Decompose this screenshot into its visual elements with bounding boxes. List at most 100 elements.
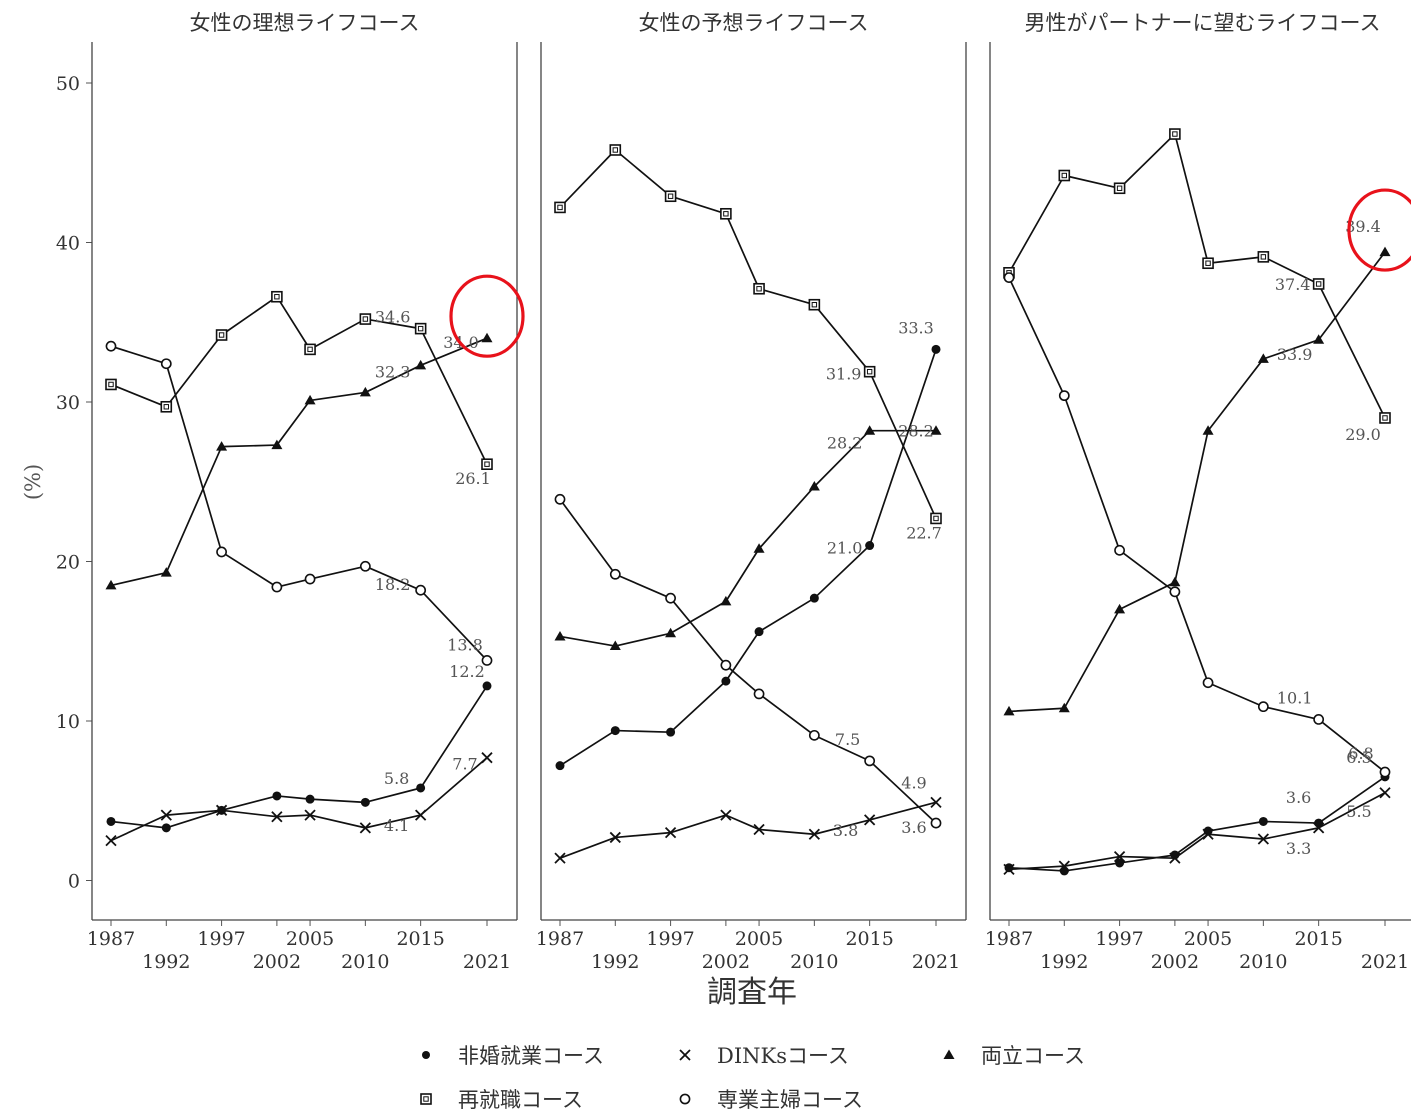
data-point-hikon — [305, 794, 315, 804]
data-point-dinks — [215, 804, 228, 816]
x-tick-label: 1992 — [1040, 951, 1088, 973]
data-point-dinks-b — [1003, 863, 1015, 875]
data-point-dinks — [271, 811, 283, 823]
data-point-hikon — [360, 797, 370, 807]
series-ryoritsu — [1003, 246, 1391, 716]
data-label: 28.2 — [827, 434, 863, 453]
data-point-sengyo-ring — [1202, 677, 1214, 689]
data-point-saishushoku-box — [720, 207, 732, 220]
legend-marker — [423, 1096, 429, 1102]
data-point-saishushoku-box — [105, 378, 117, 391]
series-hikon — [106, 681, 492, 833]
data-point-hikon — [272, 791, 282, 801]
data-point-saishushoku-inner — [163, 404, 169, 410]
x-tick-label: 2021 — [912, 951, 960, 973]
data-point-ryoritsu-tri — [1313, 334, 1325, 344]
data-point-dinks-b — [359, 822, 371, 834]
data-point-hikon-dot — [610, 726, 620, 736]
x-tick-label: 2015 — [396, 928, 444, 950]
data-point-ryoritsu-tri — [415, 359, 427, 370]
data-point-sengyo-ring — [415, 584, 427, 596]
data-point-saishushoku-box — [1113, 182, 1126, 195]
data-point-dinks-b — [720, 809, 732, 821]
data-point-sengyo — [1169, 586, 1181, 598]
x-tick-label: 1987 — [536, 928, 584, 950]
series-line-saishushoku — [110, 295, 488, 465]
legend-label: 再就職コース — [458, 1088, 583, 1112]
data-point-saishushoku-inner — [667, 193, 674, 199]
data-point-hikon — [809, 593, 819, 603]
data-point-saishushoku-inner — [1172, 131, 1178, 137]
data-point-hikon-dot — [754, 627, 764, 637]
data-label: 4.1 — [384, 816, 409, 835]
data-point-dinks-b — [481, 752, 493, 764]
highlight-circle — [1347, 188, 1411, 272]
series-sengyo — [1003, 272, 1391, 778]
legend-marker — [943, 1049, 955, 1059]
data-point-ryoritsu-tri — [1003, 705, 1015, 716]
data-point-sengyo — [1202, 677, 1214, 689]
series-line-hikon — [110, 685, 488, 829]
data-point-ryoritsu-tri — [304, 394, 316, 405]
series-line-sengyo — [1008, 277, 1386, 773]
data-point-dinks — [554, 852, 566, 864]
data-point-saishushoku-inner — [108, 381, 114, 388]
data-point-dinks — [105, 834, 117, 847]
data-label: 37.4 — [1275, 275, 1311, 294]
data-point-ryoritsu — [720, 595, 732, 606]
data-point-saishushoku — [863, 365, 876, 378]
data-point-ryoritsu-tri — [1202, 425, 1214, 435]
series-saishushoku — [105, 290, 493, 471]
data-point-ryoritsu — [1003, 705, 1015, 716]
x-tick-label: 1992 — [591, 951, 639, 973]
series-hikon — [1004, 772, 1390, 876]
data-point-sengyo-ring — [359, 560, 371, 572]
data-point-hikon-dot — [272, 791, 282, 801]
data-point-sengyo-ring — [1169, 586, 1181, 598]
data-point-saishushoku — [414, 322, 427, 335]
data-point-sengyo-ring — [864, 755, 876, 767]
data-point-saishushoku-box — [554, 201, 566, 214]
data-point-hikon — [865, 541, 875, 551]
data-point-dinks — [1169, 852, 1181, 864]
data-point-hikon — [416, 783, 426, 793]
series-sengyo — [554, 493, 942, 829]
data-point-dinks — [1379, 787, 1391, 799]
data-point-saishushoku-box — [1169, 128, 1181, 140]
legend-label: DINKsコース — [717, 1044, 849, 1068]
data-point-hikon — [754, 627, 764, 637]
series-line-hikon — [1008, 776, 1386, 872]
data-point-sengyo — [1257, 701, 1269, 713]
data-point-hikon-dot — [1115, 858, 1125, 868]
data-point-ryoritsu-tri — [271, 439, 283, 450]
data-point-saishushoku-inner — [866, 368, 873, 375]
data-point-ryoritsu — [554, 630, 566, 641]
legend-item-hikon: 非婚就業コース — [422, 1044, 604, 1068]
y-tick-label: 0 — [68, 871, 80, 893]
data-point-dinks-b — [609, 831, 621, 844]
data-point-saishushoku-inner — [307, 346, 313, 353]
data-point-hikon-dot — [721, 676, 731, 686]
data-label: 29.0 — [1345, 425, 1381, 444]
data-label: 6.5 — [1346, 748, 1371, 767]
data-point-dinks — [930, 796, 942, 808]
panel-3: 男性がパートナーに望むライフコース 1987 1997 2005 2015 1992 200… — [985, 11, 1411, 973]
legend-marker — [422, 1051, 430, 1059]
data-point-hikon-dot — [666, 727, 676, 737]
data-point-saishushoku-inner — [1205, 260, 1211, 266]
data-point-ryoritsu-tri — [930, 425, 942, 435]
data-label: 33.3 — [898, 318, 934, 337]
data-point-dinks-b — [1058, 860, 1070, 872]
data-label: 13.8 — [447, 635, 483, 654]
data-point-dinks-b — [1202, 828, 1214, 840]
data-point-saishushoku — [105, 378, 117, 391]
data-point-sengyo — [665, 592, 676, 604]
data-point-hikon-dot — [865, 541, 875, 551]
data-point-dinks-b — [753, 823, 765, 836]
data-label: 4.9 — [901, 773, 926, 792]
data-point-dinks-b — [808, 828, 820, 840]
data-point-saishushoku-box — [414, 322, 427, 335]
data-point-saishushoku-box — [930, 512, 942, 525]
data-point-saishushoku — [753, 282, 765, 295]
